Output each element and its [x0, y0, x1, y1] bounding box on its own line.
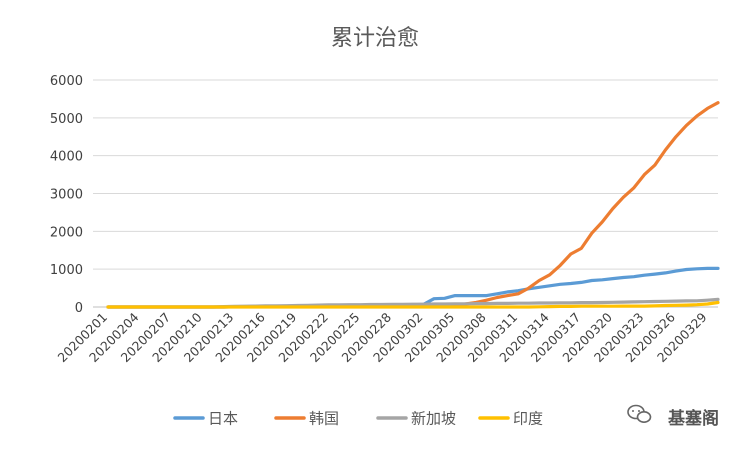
- chart-title: 累计治愈: [331, 26, 419, 51]
- series-lines: [106, 101, 720, 309]
- legend-label: 印度: [513, 410, 543, 428]
- legend-label: 韩国: [309, 410, 339, 428]
- y-tick-label: 4000: [50, 150, 83, 165]
- x-axis-ticks: 2020020120200204202002072020021020200213…: [55, 309, 710, 365]
- y-axis-ticks: 6000 5000 4000 3000 2000 1000 0: [50, 74, 83, 316]
- y-tick-label: 1000: [50, 263, 83, 278]
- wechat-icon: [627, 404, 652, 423]
- grid-lines: [93, 79, 718, 308]
- legend-label: 新加坡: [411, 410, 456, 428]
- legend-label: 日本: [208, 410, 238, 428]
- legend: 日本 韩国 新加坡 印度: [173, 410, 543, 428]
- watermark: 基塞阁: [627, 404, 719, 429]
- y-tick-label: 3000: [50, 188, 83, 203]
- y-tick-label: 2000: [50, 225, 83, 240]
- y-tick-label: 6000: [50, 74, 83, 89]
- series-line-3: [106, 300, 720, 309]
- watermark-text: 基塞阁: [667, 408, 719, 429]
- y-tick-label: 0: [75, 301, 83, 316]
- y-tick-label: 5000: [50, 112, 83, 127]
